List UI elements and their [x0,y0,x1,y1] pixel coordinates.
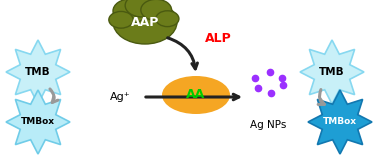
Ellipse shape [109,11,133,28]
Ellipse shape [113,0,148,23]
Ellipse shape [113,0,177,44]
Polygon shape [300,40,364,104]
Polygon shape [308,90,372,154]
Ellipse shape [141,0,172,21]
Text: TMBox: TMBox [323,118,357,126]
Ellipse shape [162,76,230,114]
Ellipse shape [156,11,179,27]
Text: TMB: TMB [25,67,51,77]
Text: Ag NPs: Ag NPs [250,120,286,130]
Text: AA: AA [186,89,206,102]
Ellipse shape [125,0,158,17]
Text: ALP: ALP [204,31,231,44]
Polygon shape [6,40,70,104]
Text: AAP: AAP [131,15,159,29]
Text: TMB: TMB [319,67,345,77]
Text: Ag⁺: Ag⁺ [110,92,130,102]
Polygon shape [6,90,70,154]
Text: TMBox: TMBox [21,118,55,126]
